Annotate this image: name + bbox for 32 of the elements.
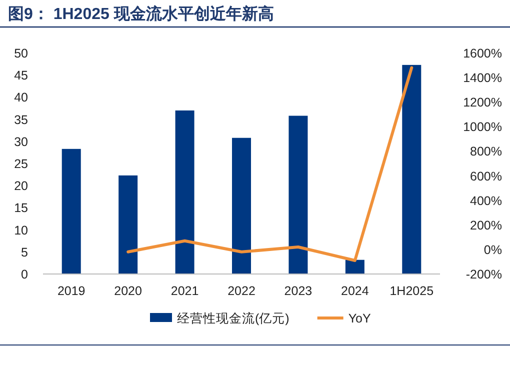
title: 图9： 1H2025 现金流水平创近年新高	[8, 6, 274, 23]
y-tick-label: 20	[14, 179, 28, 194]
y2-tick-label: 600%	[470, 169, 502, 184]
y-tick-label: 45	[14, 68, 28, 83]
y-tick-label: 0	[21, 268, 28, 282]
x-tick-label: 2021	[170, 284, 199, 298]
y2-tick-label: 1400%	[463, 71, 502, 86]
y-tick-label: 25	[14, 157, 28, 171]
plot: 0 5 10 15 20 25 30 35 40 45 50 -200% 0% 200% 400% 600% 800% 1000% 1200% 1400% 1600% 2019 2020 2021 2022 2023 2024 1H2025	[14, 46, 502, 298]
y-tick-label: 50	[14, 46, 28, 60]
x-tick-label: 2022	[228, 284, 256, 298]
y-tick-label: 40	[14, 90, 28, 105]
y2-tick-label: 1600%	[463, 46, 502, 60]
y-tick-label: 15	[14, 201, 28, 216]
y-tick-label: 5	[21, 245, 28, 260]
y-tick-label: 10	[14, 223, 28, 238]
y2-tick-label: 0%	[484, 242, 502, 257]
y2-tick-label: -200%	[466, 268, 502, 282]
y2-tick-label: 1000%	[463, 120, 502, 134]
x-tick-label: 1H2025	[390, 284, 434, 298]
x-tick-label: 2019	[57, 284, 86, 298]
x-tick-label: 2020	[114, 284, 142, 298]
y2-tick-label: 200%	[470, 218, 502, 232]
x-tick-label: 2024	[341, 284, 369, 298]
y2-tick-label: 400%	[470, 194, 502, 208]
y-tick-label: 30	[14, 134, 28, 149]
x-tick-label: 2023	[284, 284, 312, 298]
y2-tick-label: 1200%	[463, 96, 502, 110]
legend-label: 经营性现金流(亿元)	[177, 310, 290, 326]
y2-tick-label: 800%	[470, 144, 502, 159]
y-tick-label: 35	[14, 112, 28, 127]
legend-label: YoY	[348, 312, 372, 326]
